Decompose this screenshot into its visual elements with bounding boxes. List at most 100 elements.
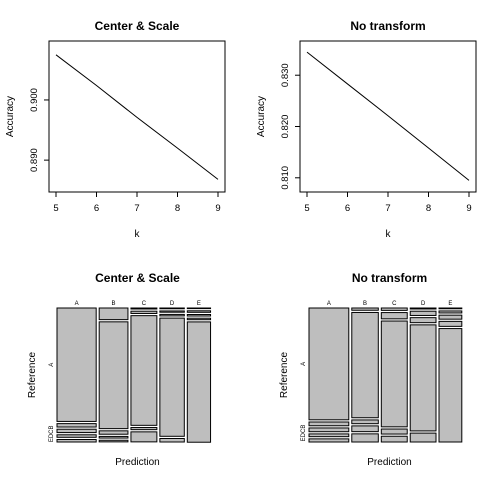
mosaic-cell	[57, 424, 96, 427]
mosaic-cell	[439, 321, 462, 326]
line-chart-1: Center & Scale 5 6 7 8 9 0.890 0.900 k Accuracy	[5, 19, 225, 240]
column-label: E	[197, 301, 201, 307]
chart-title: No transform	[352, 271, 427, 285]
mosaic-cell	[410, 311, 436, 315]
column-label: C	[142, 301, 147, 307]
mosaic-cell	[410, 318, 436, 323]
y-axis-label: Reference	[27, 351, 38, 398]
y-tick-label: 0.900	[29, 88, 40, 112]
y-tick-label: 0.830	[280, 63, 291, 87]
mosaic-cell	[309, 439, 349, 442]
reference-label-rest: EDCB	[301, 425, 307, 442]
mosaic-cell	[352, 434, 379, 442]
mosaic-cell	[381, 429, 407, 434]
column-label: C	[392, 301, 397, 307]
mosaic-cell	[187, 322, 210, 442]
mosaic-cell	[160, 314, 184, 316]
mosaic-cell	[352, 420, 379, 424]
column-label: D	[170, 301, 175, 307]
mosaic-cell	[187, 318, 210, 320]
mosaic-cell	[352, 312, 379, 417]
mosaic-cell	[57, 308, 96, 421]
x-axis-label: Prediction	[115, 457, 159, 468]
mosaic-cell	[131, 316, 157, 426]
y-axis-label: Accuracy	[5, 96, 16, 137]
mosaic-cell	[439, 329, 462, 442]
chart-title: Center & Scale	[95, 271, 180, 285]
mosaic-cell	[187, 308, 210, 309]
mosaic-cell	[99, 436, 128, 438]
reference-label-rest: EDCB	[49, 425, 55, 442]
line-chart-2: No transform 5 6 7 8 9 0.810 0.820 0.830 k Accurac…	[256, 19, 476, 240]
mosaic-cell	[352, 426, 379, 432]
mosaic-cell	[410, 433, 436, 442]
series-line	[56, 55, 218, 180]
plot-frame	[49, 41, 225, 192]
x-axis-label: Prediction	[367, 457, 411, 468]
mosaic-cell	[131, 428, 157, 430]
mosaic-cell	[187, 315, 210, 317]
mosaic-cell	[131, 311, 157, 313]
mosaic-cell	[381, 308, 407, 310]
x-tick-label: 9	[466, 203, 471, 214]
y-axis-label: Reference	[279, 351, 290, 398]
mosaic-cell	[99, 440, 128, 442]
mosaic-cell	[439, 308, 462, 309]
y-tick-label: 0.820	[280, 115, 291, 139]
y-tick-label: 0.810	[280, 166, 291, 190]
column-label: A	[75, 301, 79, 307]
mosaic-cell	[352, 308, 379, 310]
column-label: A	[327, 301, 331, 307]
mosaic-cell	[131, 308, 157, 309]
mosaic-cell	[309, 428, 349, 432]
y-axis-label: Accuracy	[256, 96, 267, 137]
x-tick-label: 9	[215, 203, 220, 214]
mosaic-cell	[99, 308, 128, 320]
column-label: B	[363, 301, 367, 307]
series-line	[307, 52, 469, 180]
mosaic-cell	[410, 308, 436, 309]
mosaic-cell	[160, 308, 184, 309]
mosaic-plot-2: No transform A B C D E A EDCB Prediction Referenc…	[279, 271, 462, 468]
mosaic-cell	[410, 325, 436, 431]
column-label: E	[448, 301, 452, 307]
mosaic-cell	[381, 313, 407, 319]
mosaic-cell	[131, 432, 157, 442]
x-axis-label: k	[135, 229, 141, 240]
x-tick-label: 8	[426, 203, 431, 214]
x-tick-label: 7	[385, 203, 390, 214]
mosaic-cell	[439, 311, 462, 313]
x-tick-label: 7	[134, 203, 139, 214]
mosaic-cell	[381, 321, 407, 427]
mosaic-cell	[99, 431, 128, 434]
x-tick-label: 5	[53, 203, 58, 214]
chart-title: No transform	[350, 19, 425, 33]
plot-frame	[300, 41, 476, 192]
mosaic-cell	[160, 438, 184, 442]
mosaic-cell	[309, 434, 349, 437]
x-axis-label: k	[386, 229, 392, 240]
mosaic-cell	[160, 318, 184, 436]
mosaic-cell	[187, 311, 210, 313]
column-label: B	[112, 301, 116, 307]
reference-label-a: A	[49, 363, 55, 367]
mosaic-cell	[309, 308, 349, 420]
x-tick-label: 5	[304, 203, 309, 214]
mosaic-cell	[381, 436, 407, 442]
column-label: D	[421, 301, 426, 307]
mosaic-cell	[57, 439, 96, 442]
reference-label-a: A	[301, 362, 307, 366]
mosaic-plot-1: Center & Scale A B C D E A EDCB Prediction Refere…	[27, 271, 211, 468]
mosaic-cell	[57, 429, 96, 432]
mosaic-cell	[160, 311, 184, 312]
mosaic-cell	[309, 422, 349, 426]
mosaic-cell	[99, 322, 128, 429]
x-tick-label: 6	[94, 203, 99, 214]
x-tick-label: 6	[345, 203, 350, 214]
y-tick-label: 0.890	[29, 148, 40, 172]
mosaic-cell	[57, 435, 96, 438]
chart-title: Center & Scale	[95, 19, 180, 33]
mosaic-cell	[439, 315, 462, 319]
